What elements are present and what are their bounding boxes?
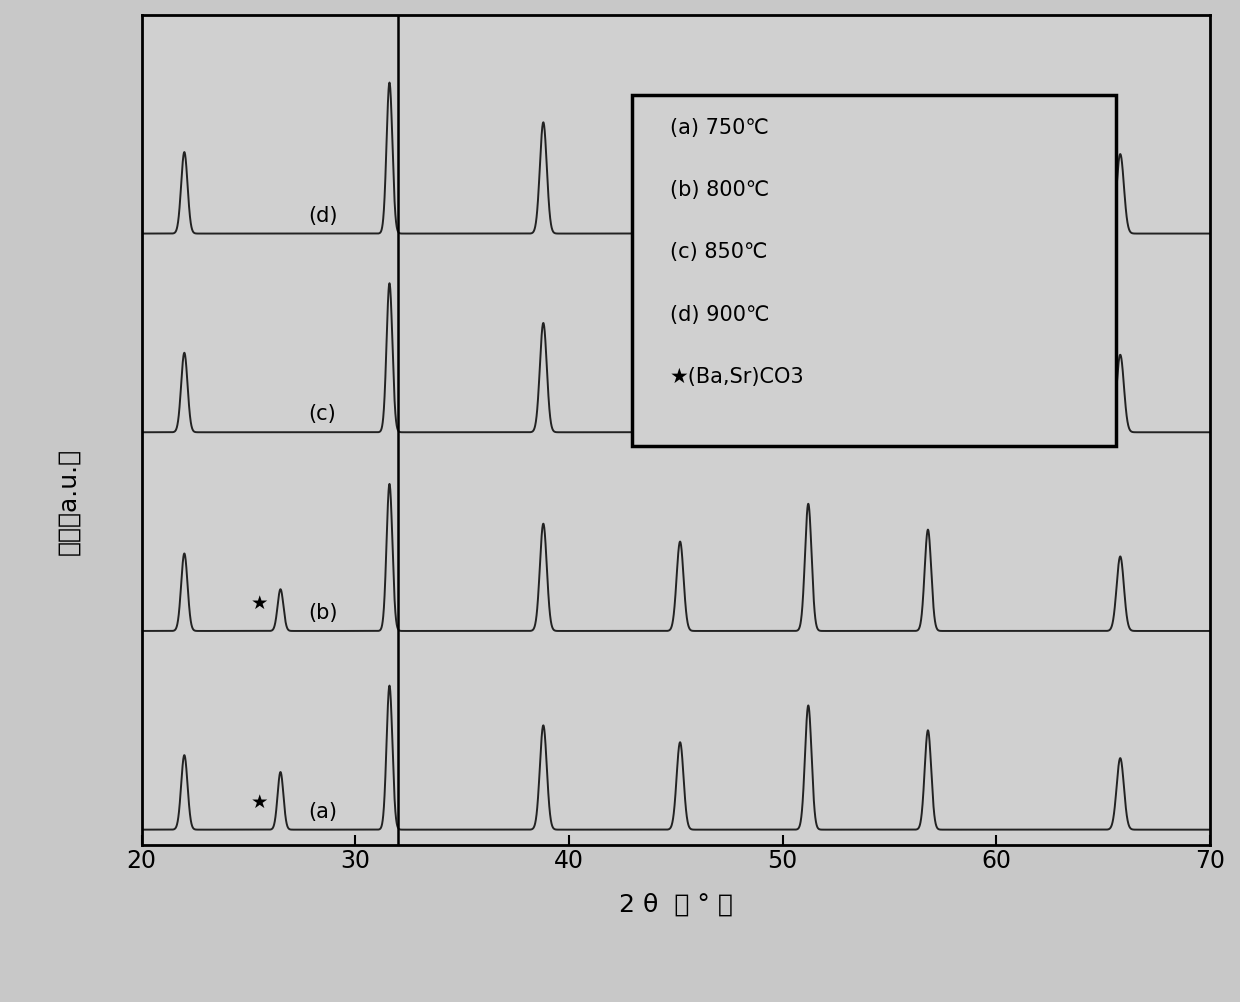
Text: ★(Ba,Sr)CO3: ★(Ba,Sr)CO3 [670, 367, 805, 387]
Text: (b): (b) [309, 603, 337, 623]
Text: ★: ★ [250, 594, 268, 613]
Text: 强度（a.u.）: 强度（a.u.） [56, 448, 81, 554]
Text: (c): (c) [309, 405, 336, 424]
Text: (a) 750℃: (a) 750℃ [670, 118, 769, 138]
Text: (d) 900℃: (d) 900℃ [670, 305, 769, 325]
Text: ★: ★ [250, 793, 268, 812]
Text: (a): (a) [309, 802, 337, 822]
X-axis label: 2 θ  （ ° ）: 2 θ （ ° ） [619, 893, 733, 917]
Text: (c) 850℃: (c) 850℃ [670, 242, 768, 263]
Text: (d): (d) [309, 205, 337, 225]
Text: (b) 800℃: (b) 800℃ [670, 180, 769, 200]
